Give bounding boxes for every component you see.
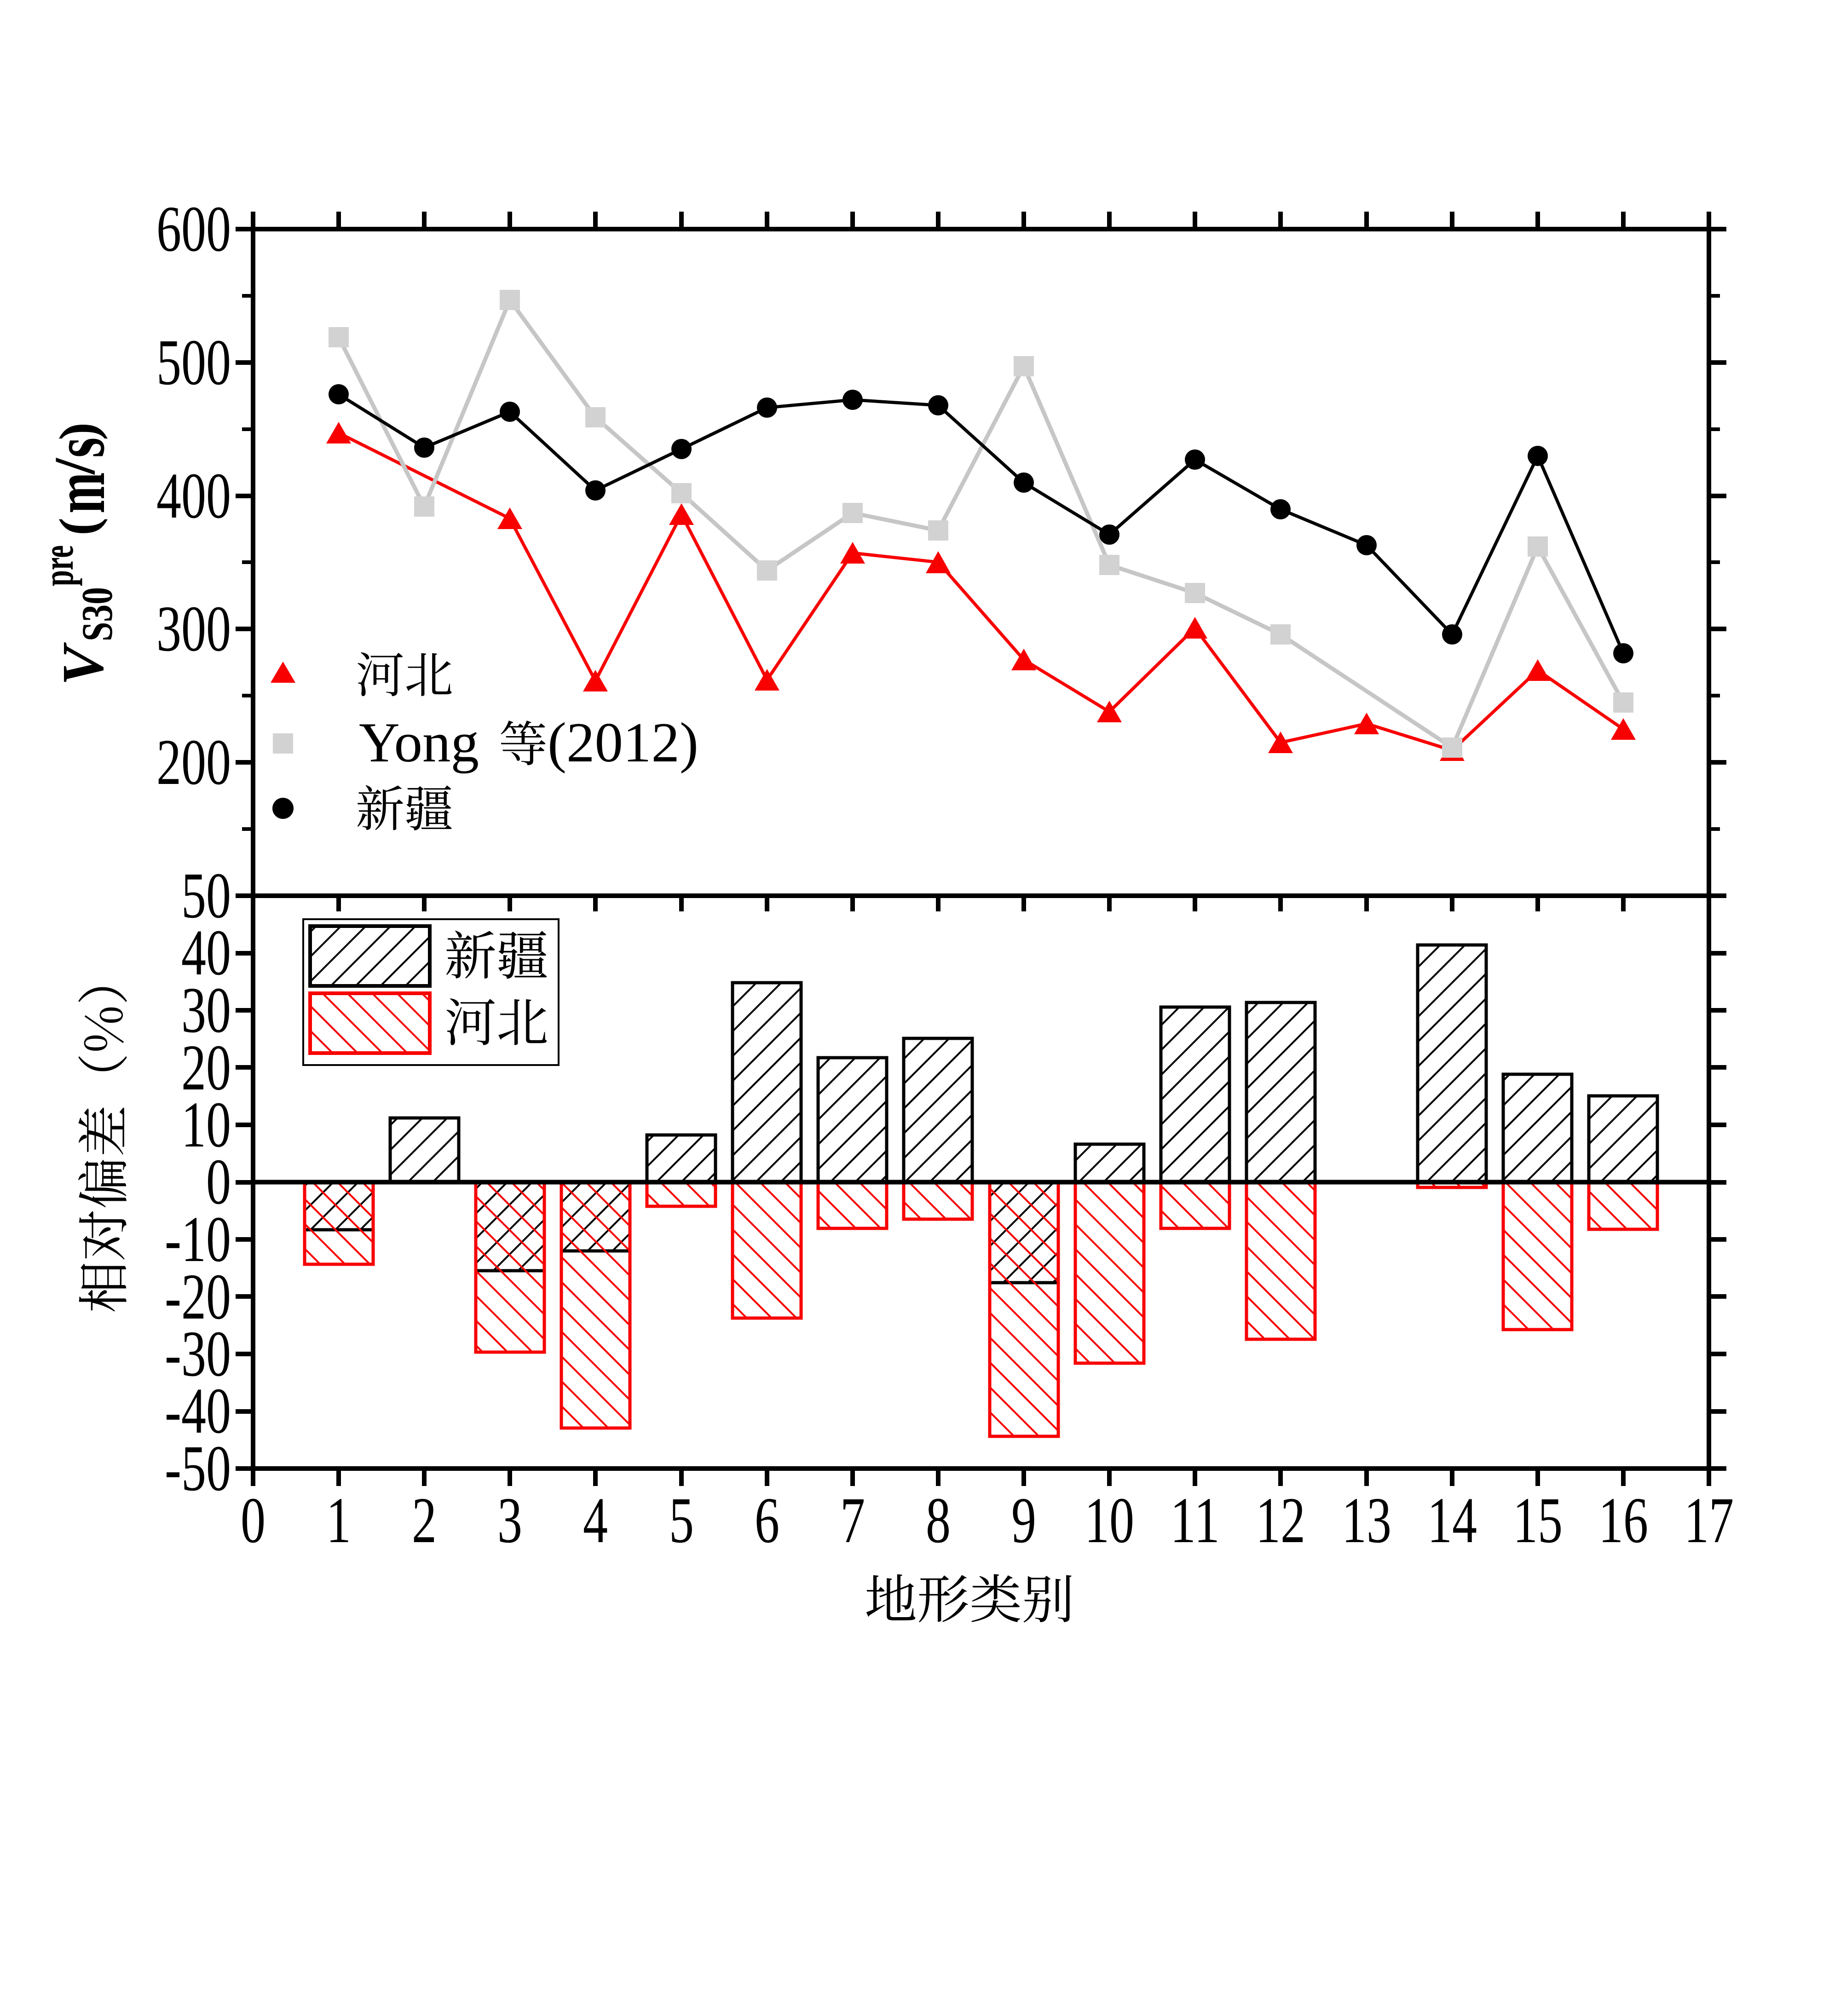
svg-text:-40: -40: [165, 1374, 231, 1447]
svg-text:12: 12: [1256, 1484, 1305, 1556]
svg-text:pre: pre: [34, 545, 82, 586]
svg-text:): ): [49, 422, 108, 440]
svg-text:7: 7: [840, 1484, 865, 1556]
svg-text:3: 3: [497, 1484, 522, 1556]
svg-text:200: 200: [156, 726, 231, 798]
svg-text:-50: -50: [165, 1432, 231, 1504]
svg-text:15: 15: [1513, 1484, 1563, 1556]
svg-text:10: 10: [181, 1088, 231, 1161]
svg-text:17: 17: [1684, 1484, 1734, 1556]
svg-text:S30: S30: [73, 587, 121, 641]
svg-text:6: 6: [755, 1484, 779, 1556]
svg-text:16: 16: [1598, 1484, 1648, 1556]
svg-text:400: 400: [156, 459, 231, 532]
svg-text:0: 0: [206, 1145, 231, 1218]
svg-text:s: s: [38, 438, 120, 458]
svg-text:-10: -10: [165, 1203, 231, 1275]
svg-text:40: 40: [181, 916, 231, 989]
svg-text:(2012): (2012): [548, 711, 698, 774]
svg-text:9: 9: [1011, 1484, 1036, 1556]
svg-text:Yong: Yong: [359, 711, 479, 774]
svg-text:500: 500: [156, 326, 231, 398]
svg-text:30: 30: [181, 973, 231, 1046]
svg-text:13: 13: [1342, 1484, 1391, 1556]
svg-text:600: 600: [156, 192, 231, 265]
svg-text:0: 0: [241, 1484, 265, 1556]
svg-text:m: m: [39, 472, 120, 513]
svg-text:5: 5: [669, 1484, 694, 1556]
svg-text:-30: -30: [165, 1317, 231, 1390]
svg-text:300: 300: [156, 592, 231, 665]
svg-text:1: 1: [326, 1484, 351, 1556]
svg-text:4: 4: [583, 1484, 608, 1556]
svg-text:11: 11: [1170, 1484, 1220, 1556]
svg-text:50: 50: [181, 859, 231, 932]
svg-text:-20: -20: [165, 1260, 231, 1333]
svg-text:10: 10: [1085, 1484, 1134, 1556]
svg-text:8: 8: [926, 1484, 951, 1556]
svg-text:V: V: [50, 642, 115, 685]
svg-text:20: 20: [181, 1031, 231, 1104]
svg-text:(: (: [49, 518, 108, 536]
svg-text:14: 14: [1427, 1484, 1477, 1556]
svg-text:2: 2: [412, 1484, 437, 1556]
svg-text:/: /: [43, 457, 107, 475]
